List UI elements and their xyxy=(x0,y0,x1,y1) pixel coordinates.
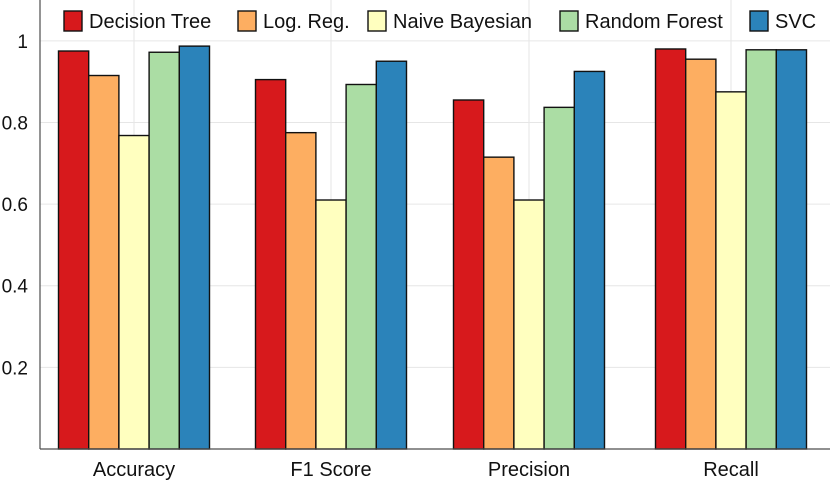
legend-item-decision-tree[interactable]: Decision Tree xyxy=(63,10,211,33)
legend-swatch xyxy=(63,10,83,32)
bar-random-forest-precision xyxy=(543,106,575,450)
y-tick-label: 0.8 xyxy=(2,113,28,134)
x-category-label: Recall xyxy=(703,459,759,481)
legend-swatch xyxy=(237,10,257,32)
legend-item-naive-bayesian[interactable]: Naive Bayesian xyxy=(367,10,532,33)
x-category-label: Accuracy xyxy=(93,459,175,481)
axes xyxy=(39,0,830,450)
bar-svc-f1-score xyxy=(375,60,408,450)
bar-random-forest-recall xyxy=(745,49,777,450)
legend-swatch xyxy=(749,10,769,32)
bar-naive-bayesian-precision xyxy=(513,199,545,450)
y-tick-label: 0.4 xyxy=(2,277,29,298)
legend-item-random-forest[interactable]: Random Forest xyxy=(559,10,723,33)
bars xyxy=(57,45,808,450)
bar-random-forest-accuracy xyxy=(148,51,181,450)
legend-label: Naive Bayesian xyxy=(393,11,532,33)
legend-label: SVC xyxy=(775,11,816,33)
legend-swatch xyxy=(367,10,387,32)
bar-decision-tree-accuracy xyxy=(57,50,90,450)
bar-naive-bayesian-recall xyxy=(715,91,747,450)
legend-label: Random Forest xyxy=(585,11,723,33)
bar-naive-bayesian-f1-score xyxy=(315,199,347,450)
bar-log-reg-f1-score xyxy=(285,131,317,450)
legend-swatch xyxy=(559,10,579,32)
x-category-label: F1 Score xyxy=(290,459,371,481)
bar-log-reg-recall xyxy=(685,58,717,450)
x-category-label: Precision xyxy=(488,459,570,481)
legend-item-svc[interactable]: SVC xyxy=(749,10,816,33)
bar-svc-recall xyxy=(775,49,808,450)
y-tick-label: 0.6 xyxy=(2,195,28,216)
legend-label: Log. Reg. xyxy=(263,11,350,33)
bar-decision-tree-f1-score xyxy=(254,78,287,450)
legend-item-log-reg[interactable]: Log. Reg. xyxy=(237,10,350,33)
bar-svc-accuracy xyxy=(178,45,211,450)
bar-log-reg-accuracy xyxy=(87,74,120,450)
bar-naive-bayesian-accuracy xyxy=(118,134,150,450)
legend-label: Decision Tree xyxy=(89,11,211,33)
bar-log-reg-precision xyxy=(483,156,515,450)
bar-decision-tree-precision xyxy=(452,99,485,450)
y-axis-ticks: 0.2 0.4 0.6 0.8 1 xyxy=(2,32,29,380)
legend[interactable]: Decision Tree Log. Reg. Naive Bayesian Rand… xyxy=(63,10,816,33)
bar-decision-tree-recall xyxy=(654,48,687,450)
bar-random-forest-f1-score xyxy=(345,83,378,450)
y-tick-label: 0.2 xyxy=(2,358,28,379)
bar-svc-precision xyxy=(573,70,606,450)
x-axis-labels: Accuracy F1 Score Precision Recall xyxy=(93,459,759,481)
y-tick-label: 1 xyxy=(17,32,28,53)
